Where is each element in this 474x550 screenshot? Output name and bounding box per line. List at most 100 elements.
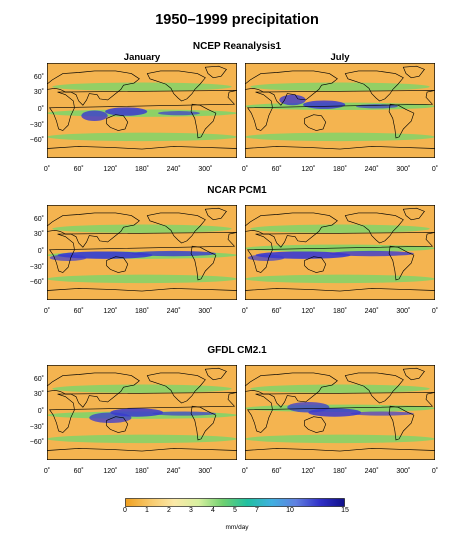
coastline <box>388 103 415 139</box>
rain-band <box>52 82 232 91</box>
map-ncep-january <box>47 63 237 158</box>
map-gfdl-july <box>245 365 435 460</box>
rain-band <box>245 132 435 142</box>
rain-band <box>247 254 285 261</box>
column-label-january: January <box>123 52 161 63</box>
coastline <box>245 448 435 460</box>
lon-tick-label: 240˚ <box>166 468 181 475</box>
lat-tick-label: 0˚ <box>37 407 44 415</box>
coastline <box>247 392 435 433</box>
coastline <box>106 256 129 273</box>
lat-tick-label: −30˚ <box>29 423 44 431</box>
colorbar-bar <box>125 498 345 507</box>
lon-tick-label: 180˚ <box>332 308 347 315</box>
map-ncar-january <box>47 205 237 300</box>
rain-band <box>245 434 435 444</box>
lon-tick-label: 120˚ <box>103 468 118 475</box>
coastline <box>146 70 206 102</box>
rain-band <box>152 411 216 416</box>
coastline <box>190 245 217 281</box>
model-title-ncep: NCEP Reanalysis1 <box>192 41 282 52</box>
coastline <box>47 288 237 300</box>
lon-tick-label: 0˚ <box>43 166 51 173</box>
coastline <box>388 245 415 281</box>
rain-band <box>303 100 346 109</box>
lon-tick-label: 180˚ <box>332 468 347 475</box>
colorbar-tick-label: 4 <box>211 507 215 514</box>
rain-band <box>250 82 430 91</box>
colorbar-tick-label: 1 <box>145 507 149 514</box>
coastline <box>402 207 425 221</box>
model-title-ncar: NCAR PCM1 <box>207 185 267 196</box>
lon-tick-label: 0˚ <box>241 468 249 475</box>
coastline <box>190 103 217 139</box>
coastline <box>344 70 404 102</box>
rain-band <box>52 384 232 393</box>
lon-tick-label: 0˚ <box>431 308 439 315</box>
map-gfdl-january <box>47 365 237 460</box>
precipitation-map <box>245 365 435 460</box>
lon-tick-label: 180˚ <box>134 468 149 475</box>
coastline <box>190 405 217 441</box>
map-ncar-july <box>245 205 435 300</box>
lat-tick-label: −60˚ <box>29 438 44 446</box>
lat-tick-label: 30˚ <box>33 231 44 239</box>
coastline <box>245 288 435 300</box>
rain-band <box>47 274 237 284</box>
lon-tick-label: 300˚ <box>396 308 411 315</box>
map-frame <box>245 63 435 158</box>
lat-tick-label: 30˚ <box>33 89 44 97</box>
map-frame <box>245 205 435 300</box>
lon-tick-label: 0˚ <box>431 468 439 475</box>
lon-tick-label: 180˚ <box>332 166 347 173</box>
lon-tick-label: 300˚ <box>198 468 213 475</box>
coastline <box>106 114 129 131</box>
precipitation-map <box>47 205 237 300</box>
coastline <box>402 65 425 79</box>
map-frame <box>47 365 237 460</box>
lon-tick-label: 60˚ <box>271 166 282 173</box>
lat-tick-label: 60˚ <box>33 216 44 224</box>
rain-band <box>49 254 87 261</box>
coastline <box>49 232 237 273</box>
coastline <box>344 212 404 244</box>
coastline <box>204 207 227 221</box>
rain-band <box>250 224 430 233</box>
coastline <box>204 65 227 79</box>
rain-band <box>81 110 108 122</box>
colorbar-units: mm/day <box>225 524 249 531</box>
lat-tick-label: 30˚ <box>33 391 44 399</box>
colorbar <box>125 494 345 507</box>
lat-tick-label: 60˚ <box>33 376 44 384</box>
lon-tick-label: 0˚ <box>43 468 51 475</box>
figure-title: 1950–1999 precipitation <box>155 12 319 28</box>
colorbar-tick-label: 5 <box>233 507 237 514</box>
coastline <box>146 372 206 404</box>
coastline <box>304 114 327 131</box>
rain-band <box>279 94 306 106</box>
colorbar-tick-label: 10 <box>286 507 294 514</box>
coastline <box>106 416 129 433</box>
lon-tick-label: 300˚ <box>198 166 213 173</box>
colorbar-tick-label: 7 <box>255 507 259 514</box>
coastline <box>304 416 327 433</box>
colorbar-tick-label: 2 <box>167 507 171 514</box>
precipitation-map <box>245 63 435 158</box>
coastline <box>146 212 206 244</box>
lon-tick-label: 180˚ <box>134 166 149 173</box>
map-frame <box>245 365 435 460</box>
lat-tick-label: −60˚ <box>29 136 44 144</box>
lon-tick-label: 180˚ <box>134 308 149 315</box>
coastline <box>49 392 237 433</box>
lon-tick-label: 120˚ <box>103 166 118 173</box>
lon-tick-label: 0˚ <box>241 166 249 173</box>
lon-tick-label: 60˚ <box>73 166 84 173</box>
coastline <box>49 90 237 131</box>
colorbar-tick-label: 15 <box>341 507 349 514</box>
lon-tick-label: 0˚ <box>431 166 439 173</box>
colorbar-gradient <box>125 498 345 507</box>
lat-tick-label: −60˚ <box>29 278 44 286</box>
precipitation-map <box>47 365 237 460</box>
coastline <box>204 367 227 381</box>
lon-tick-label: 300˚ <box>198 308 213 315</box>
